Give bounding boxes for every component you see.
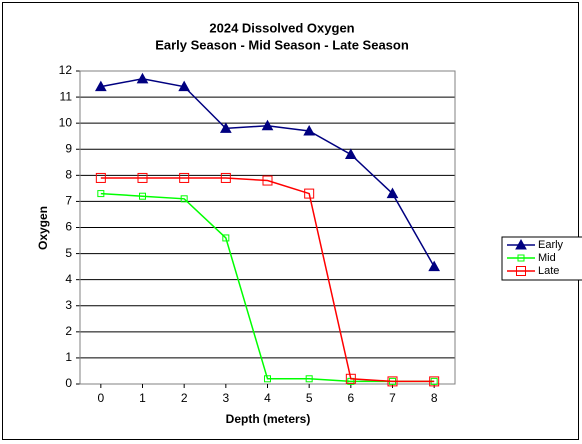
- legend-marker: [516, 266, 526, 276]
- chart-border: [2, 2, 579, 440]
- marker: [386, 187, 399, 199]
- marker: [220, 172, 231, 183]
- marker: [387, 376, 398, 387]
- y-tick-label: 4: [65, 272, 72, 286]
- y-tick-label: 9: [65, 141, 72, 155]
- marker: [305, 375, 313, 383]
- y-tick-label: 8: [65, 168, 72, 182]
- y-tick-label: 11: [60, 89, 73, 103]
- y-tick-label: 10: [59, 115, 73, 129]
- marker: [180, 195, 188, 203]
- x-tick-label: 2: [181, 391, 188, 405]
- y-tick-label: 2: [65, 324, 72, 338]
- y-tick-label: 5: [65, 246, 72, 260]
- x-tick-label: 4: [264, 391, 271, 405]
- legend-marker: [517, 254, 525, 262]
- legend-text: Early: [538, 239, 564, 251]
- x-tick-label: 0: [97, 391, 104, 405]
- marker: [222, 234, 230, 242]
- x-tick-label: 5: [306, 391, 313, 405]
- x-axis-title: Depth (meters): [226, 412, 311, 426]
- marker: [344, 148, 357, 159]
- marker: [304, 188, 315, 199]
- y-tick-label: 7: [65, 194, 72, 208]
- x-tick-label: 8: [431, 391, 438, 405]
- legend-text: Late: [538, 265, 559, 277]
- legend-text: Mid: [538, 252, 556, 264]
- marker: [97, 190, 105, 198]
- marker: [136, 72, 149, 84]
- marker: [178, 80, 191, 92]
- marker: [261, 119, 274, 131]
- y-tick-label: 6: [65, 220, 72, 234]
- marker: [95, 172, 106, 183]
- marker: [94, 80, 107, 92]
- legend-marker: [515, 238, 527, 250]
- y-axis-title: Oxygen: [36, 206, 50, 250]
- y-tick-label: 3: [65, 298, 72, 312]
- series-line: [100, 192, 435, 383]
- chart-subtitle: Early Season - Mid Season - Late Season: [155, 37, 409, 52]
- x-tick-label: 1: [139, 391, 146, 405]
- x-tick-label: 6: [347, 391, 354, 405]
- series-line: [100, 177, 435, 383]
- marker: [137, 172, 148, 183]
- y-tick-label: 12: [59, 63, 73, 77]
- marker: [179, 172, 190, 183]
- marker: [264, 375, 271, 383]
- y-tick-label: 0: [65, 376, 72, 390]
- chart-title: 2024 Dissolved Oxygen: [209, 20, 354, 35]
- x-tick-label: 7: [389, 391, 396, 405]
- y-tick-label: 1: [65, 350, 72, 364]
- marker: [303, 124, 316, 136]
- x-tick-label: 3: [222, 391, 229, 405]
- marker: [345, 373, 356, 384]
- marker: [139, 192, 146, 200]
- marker: [219, 122, 232, 133]
- marker: [428, 260, 441, 272]
- marker: [429, 376, 440, 387]
- marker: [262, 175, 273, 186]
